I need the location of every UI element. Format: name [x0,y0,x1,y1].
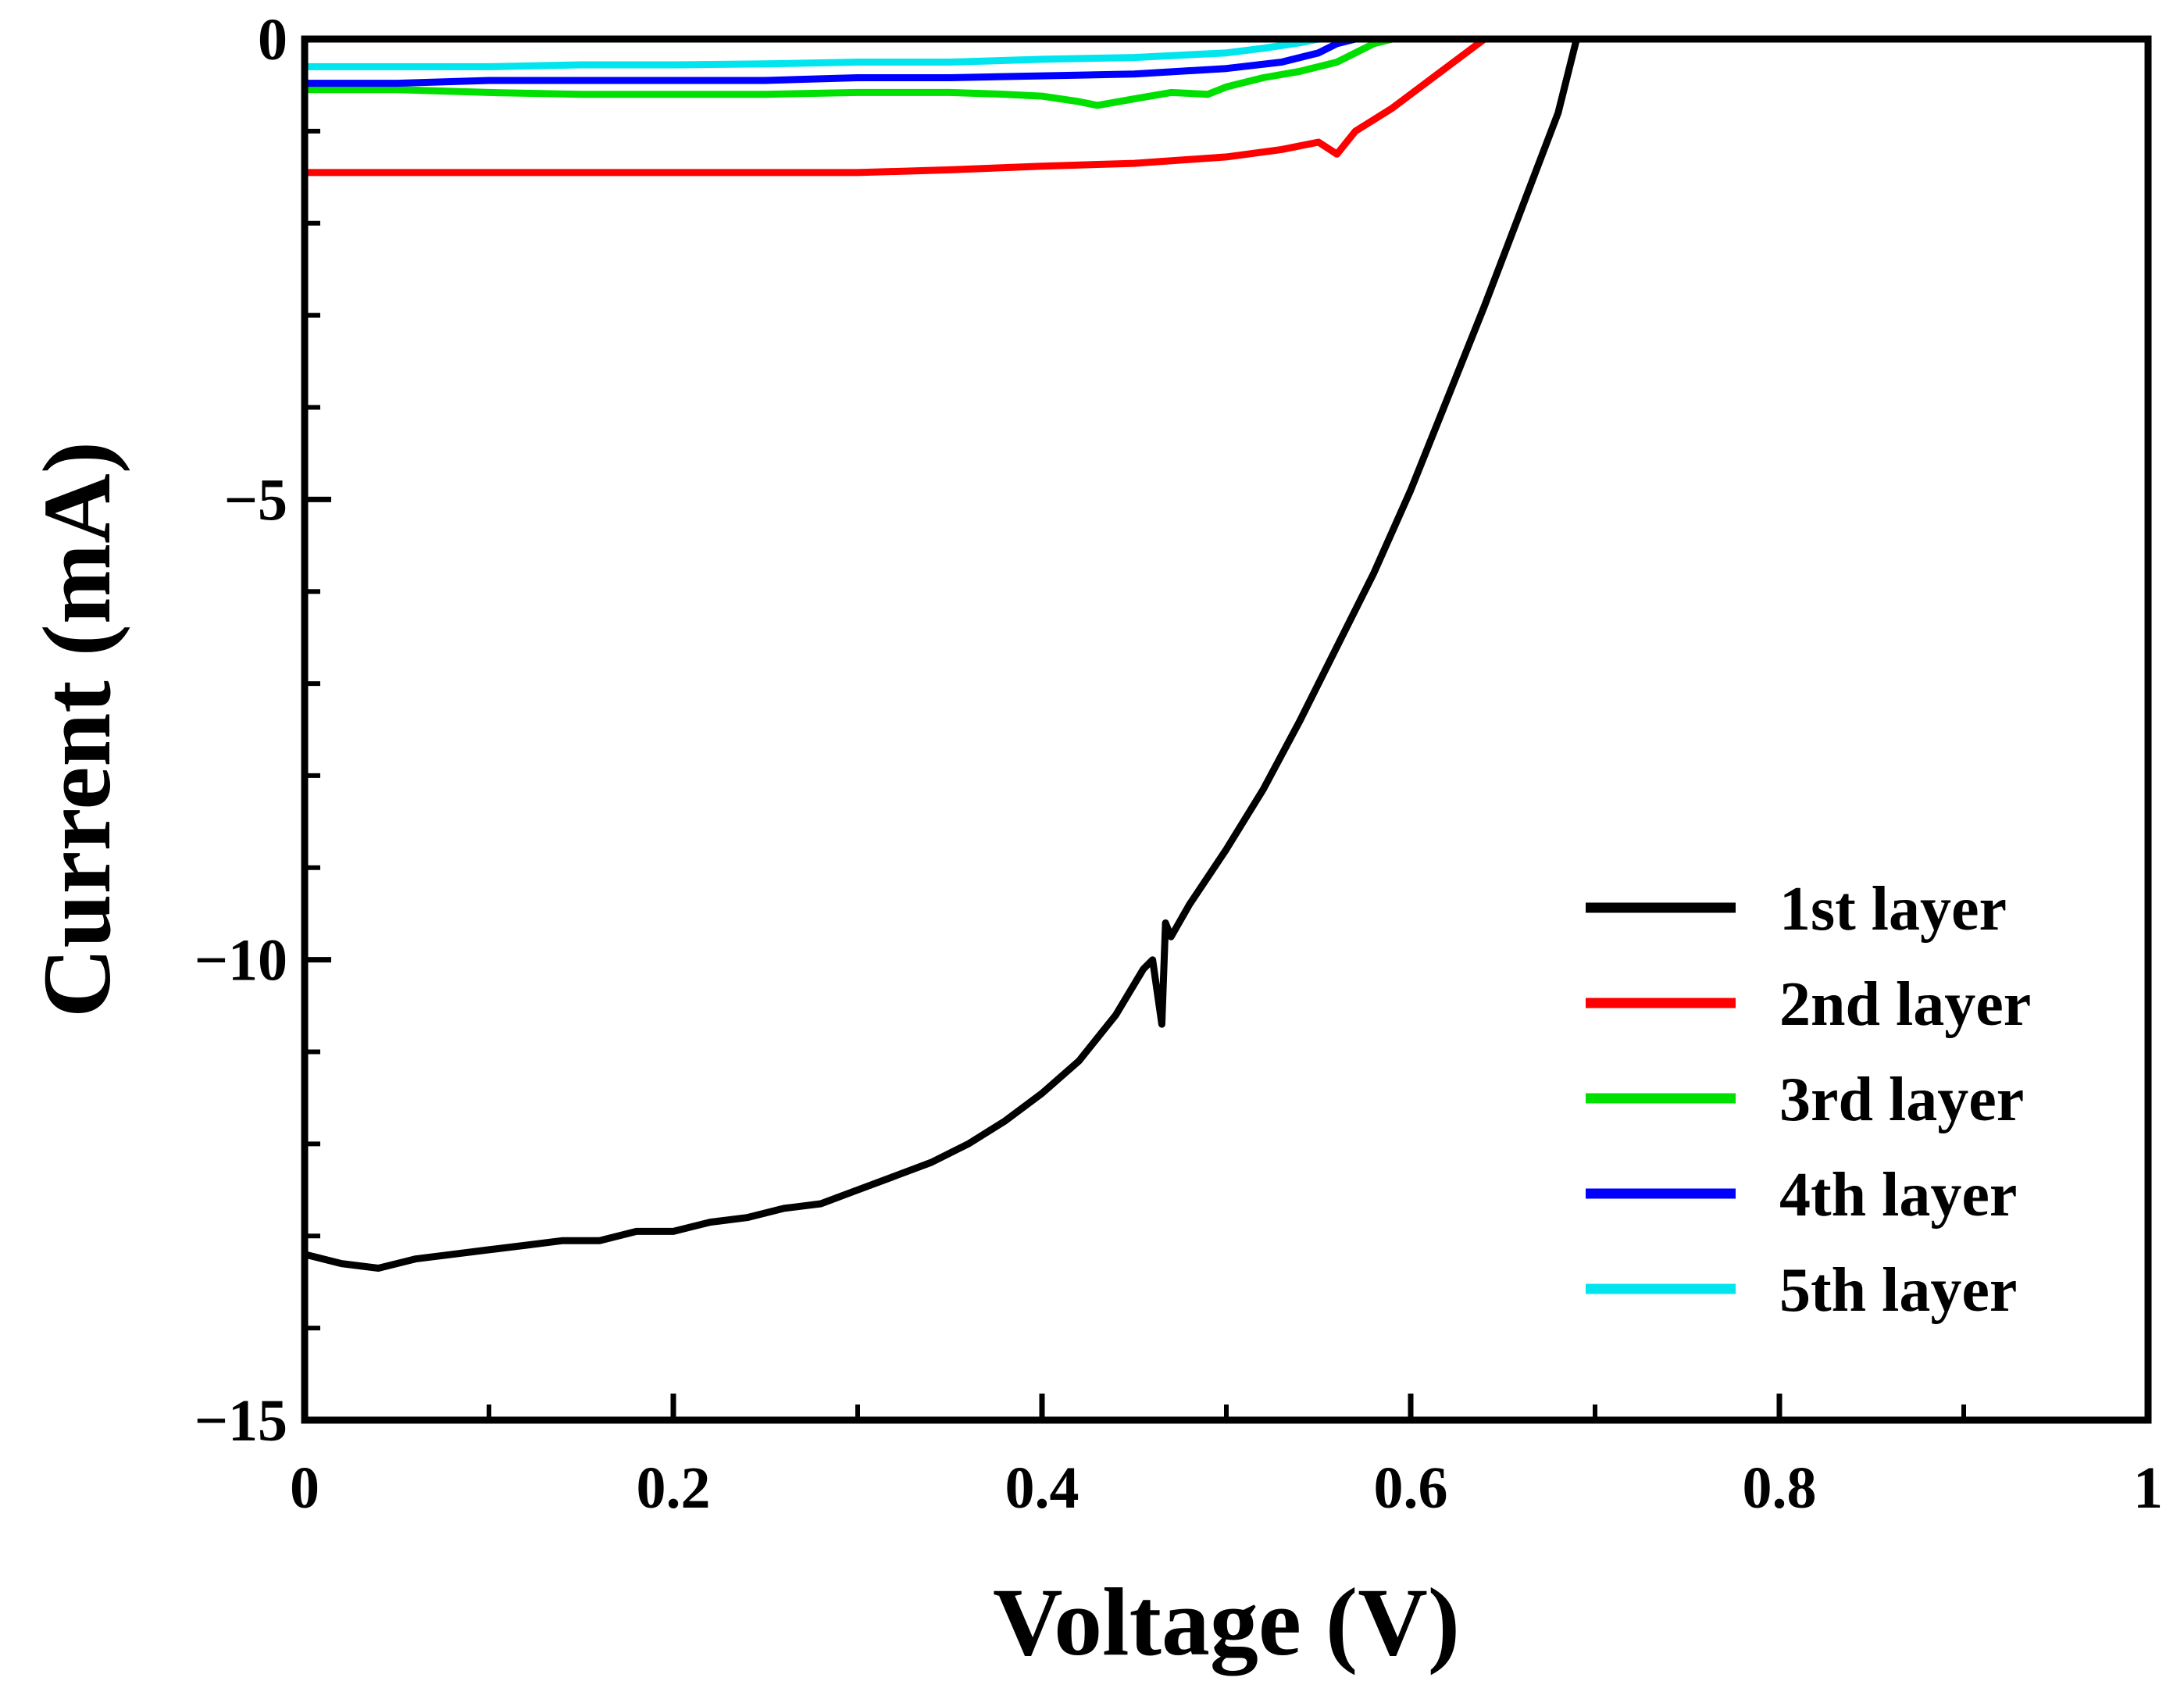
x-tick-label: 0 [290,1455,319,1521]
ticks-layer: 0 0.2 0.4 0.6 0.8 1 0 −5 −10 −15 [194,7,2163,1521]
legend-label-4: 4th layer [1779,1161,2017,1230]
series-line-3 [301,35,1396,109]
legend-label-2: 2nd layer [1779,970,2031,1039]
x-tick-label: 0.8 [1743,1455,1817,1521]
series-line-4 [301,35,1359,87]
legend: 1st layer 2nd layer 3rd layer 4th layer 5th … [1586,875,2031,1325]
x-axis-title: Voltage (V) [993,1569,1460,1676]
x-tick-label: 1 [2133,1455,2163,1521]
series-line-1 [301,35,1580,1272]
y-tick-label: −10 [194,928,287,994]
series-layer [301,35,1580,1272]
y-tick-label: 0 [258,7,287,73]
y-tick-label: −15 [194,1388,287,1454]
y-axis-title: Current (mA) [23,441,130,1018]
series-line-5 [301,35,1322,70]
x-tick-label: 0.4 [1005,1455,1080,1521]
legend-label-5: 5th layer [1779,1256,2017,1325]
legend-label-3: 3rd layer [1779,1065,2024,1134]
y-tick-label: −5 [224,467,287,533]
series-line-2 [301,35,1488,177]
x-tick-label: 0.2 [637,1455,711,1521]
x-tick-label: 0.6 [1374,1455,1448,1521]
legend-label-1: 1st layer [1779,875,2007,944]
